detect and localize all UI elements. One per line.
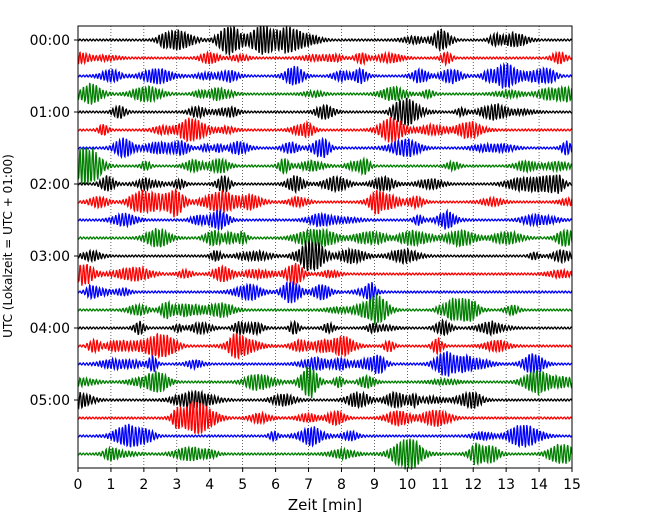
y-axis-ticks: 00:00 01:00 02:00 03:00 04:00 05:00: [30, 33, 78, 409]
seismogram-traces: [77, 25, 573, 471]
trace-line: [77, 262, 573, 286]
y-tick-label: 00:00: [30, 33, 70, 49]
x-axis-title: Zeit [min]: [288, 496, 362, 514]
x-tick-label: 11: [431, 477, 449, 493]
trace-line: [77, 389, 573, 410]
x-tick-label: 7: [304, 477, 313, 493]
x-tick-label: 10: [398, 477, 416, 493]
x-tick-label: 13: [497, 477, 515, 493]
y-tick-label: 02:00: [30, 177, 70, 193]
x-tick-label: 1: [106, 477, 115, 493]
x-tick-label: 9: [370, 477, 379, 493]
y-tick-label: 05:00: [30, 393, 70, 409]
trace-line: [77, 438, 573, 471]
x-tick-label: 2: [139, 477, 148, 493]
x-tick-label: 4: [205, 477, 214, 493]
x-tick-label: 8: [337, 477, 346, 493]
trace-line: [77, 318, 573, 337]
trace-line: [77, 227, 573, 249]
x-tick-label: 0: [74, 477, 83, 493]
plot-frame: [77, 25, 573, 469]
y-tick-label: 03:00: [30, 249, 70, 265]
trace-line: [77, 136, 573, 160]
x-tick-label: 15: [563, 477, 581, 493]
trace-line: [77, 294, 573, 325]
trace-line: [77, 188, 573, 218]
trace-line: [77, 97, 573, 126]
y-axis-title: UTC (Lokalzeit = UTC + 01:00): [1, 154, 15, 338]
trace-line: [77, 400, 573, 435]
y-tick-label: 01:00: [30, 105, 70, 121]
x-tick-label: 12: [464, 477, 482, 493]
y-tick-label: 04:00: [30, 321, 70, 337]
x-axis-ticks: 0 1 2 3 4 5 6 7 8 9 10 11 12 13 14 15: [74, 468, 581, 493]
trace-line: [77, 117, 573, 143]
x-tick-label: 6: [271, 477, 280, 493]
trace-line: [77, 280, 573, 304]
trace-line: [77, 147, 573, 185]
trace-line: [77, 332, 573, 361]
trace-line: [77, 25, 573, 56]
trace-line: [77, 366, 573, 399]
trace-line: [77, 351, 573, 377]
trace-line: [77, 62, 573, 89]
trace-line: [77, 239, 573, 272]
trace-line: [77, 174, 573, 195]
trace-line: [77, 82, 573, 105]
trace-line: [77, 423, 573, 449]
x-tick-label: 3: [172, 477, 181, 493]
x-tick-label: 5: [238, 477, 247, 493]
x-tick-label: 14: [530, 477, 548, 493]
trace-line: [77, 50, 573, 68]
trace-line: [77, 208, 573, 231]
